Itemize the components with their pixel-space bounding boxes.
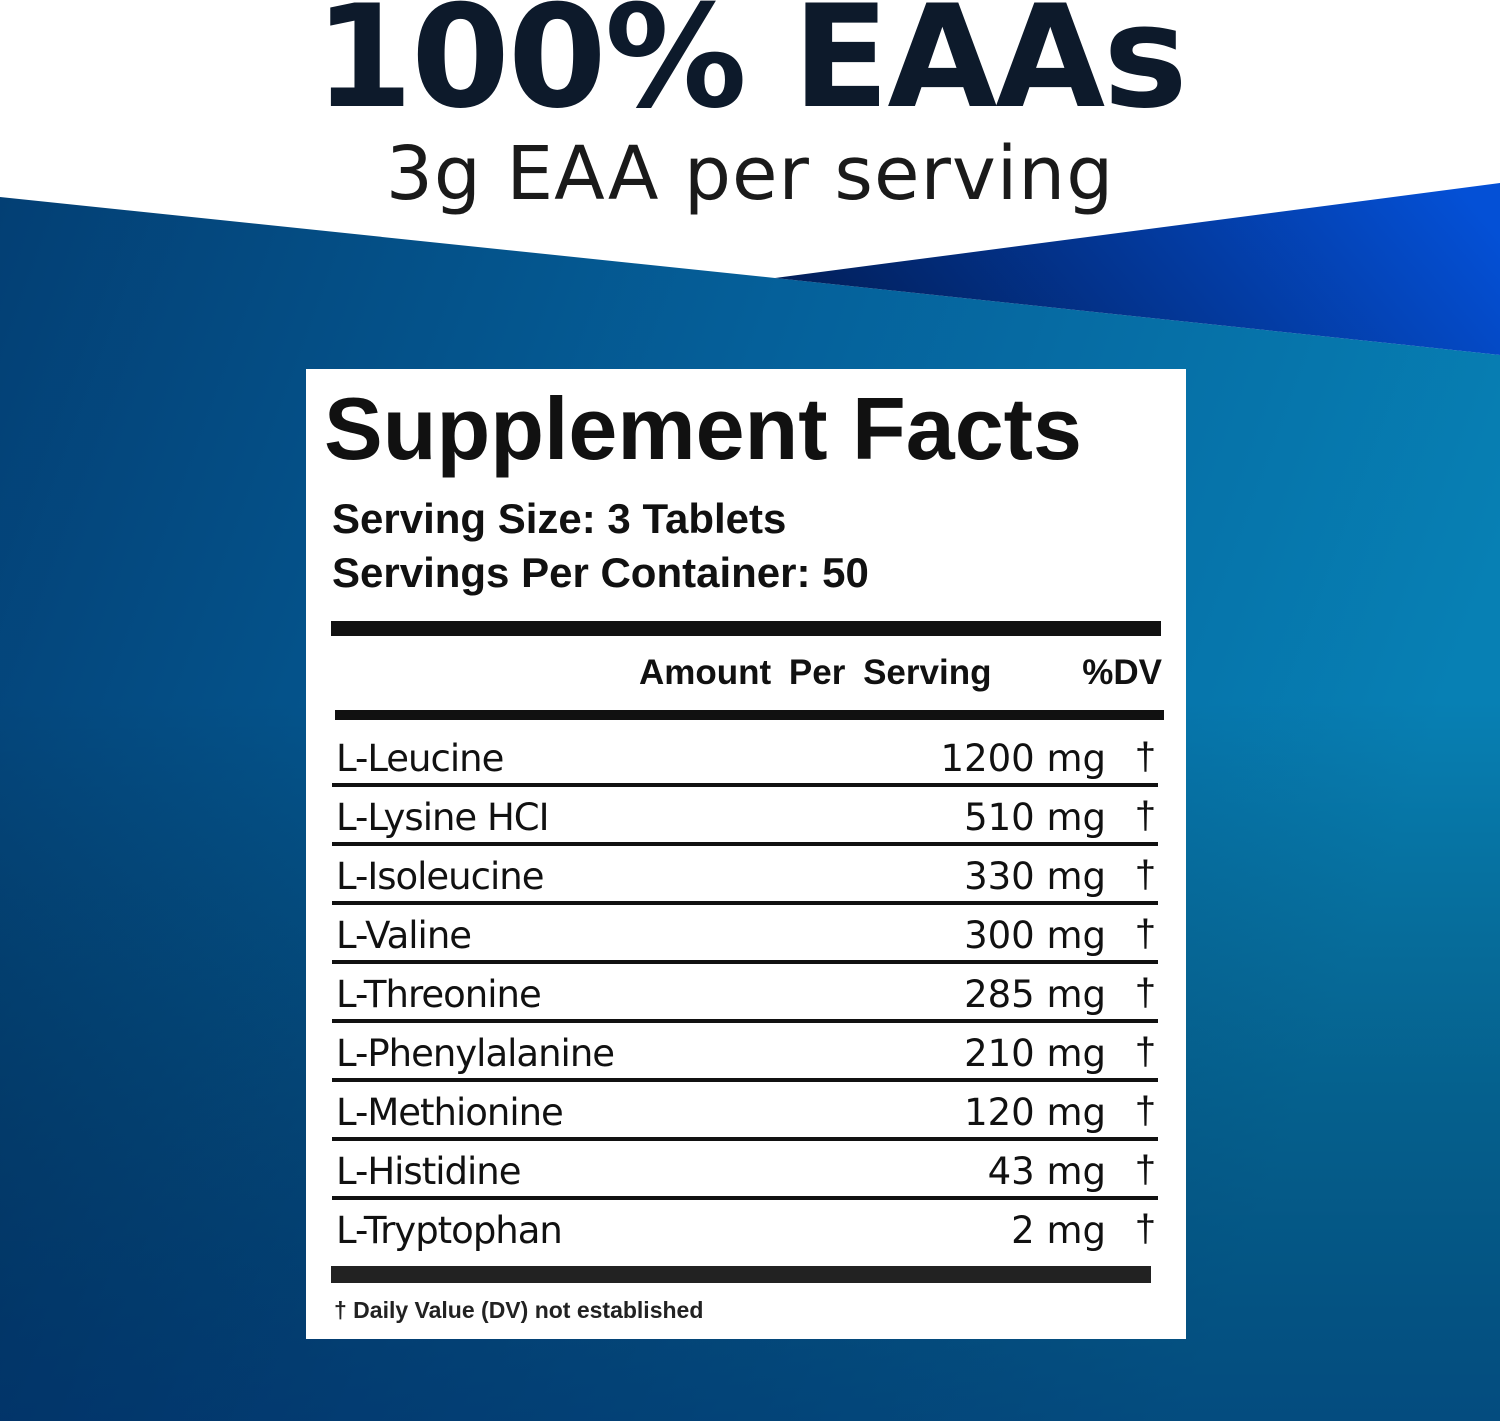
ingredient-name: L-Isoleucine — [336, 855, 544, 898]
ingredient-name: L-Valine — [336, 914, 472, 957]
ingredient-row: L-Methionine 120 mg † — [332, 1082, 1158, 1141]
supplement-facts-panel: Supplement Facts Serving Size: 3 Tablets… — [306, 369, 1186, 1339]
ingredient-name: L-Phenylalanine — [336, 1032, 615, 1075]
serving-size: Serving Size: 3 Tablets — [332, 495, 787, 542]
row-divider — [332, 1196, 1158, 1200]
dagger-dv-mark: † — [1134, 1208, 1156, 1250]
ingredient-amount: 510 mg — [964, 796, 1106, 839]
ingredient-name: L-Leucine — [336, 737, 504, 780]
dagger-dv-mark: † — [1134, 1149, 1156, 1191]
column-header-amount: Amount Per Serving — [639, 653, 992, 692]
ingredient-amount: 120 mg — [964, 1091, 1106, 1134]
ingredient-row: L-Phenylalanine 210 mg † — [332, 1023, 1158, 1082]
ingredient-row: L-Threonine 285 mg † — [332, 964, 1158, 1023]
dagger-dv-mark: † — [1134, 972, 1156, 1014]
dagger-dv-mark: † — [1134, 854, 1156, 896]
dagger-dv-mark: † — [1134, 1090, 1156, 1132]
ingredient-name: L-Tryptophan — [336, 1209, 563, 1252]
royal-blue-wedge — [775, 183, 1500, 355]
ingredient-amount: 300 mg — [964, 914, 1106, 957]
ingredient-row: L-Isoleucine 330 mg † — [332, 846, 1158, 905]
footnote: † Daily Value (DV) not established — [334, 1297, 704, 1323]
ingredient-row: L-Tryptophan 2 mg † — [332, 1200, 1158, 1259]
row-divider — [332, 960, 1158, 964]
row-divider — [332, 1137, 1158, 1141]
ingredient-name: L-Threonine — [336, 973, 542, 1016]
ingredient-amount: 210 mg — [964, 1032, 1106, 1075]
ingredient-amount: 43 mg — [987, 1150, 1106, 1193]
ingredient-row: L-Leucine 1200 mg † — [332, 728, 1158, 787]
subheadline: 3g EAA per serving — [385, 131, 1115, 217]
ingredient-row: L-Valine 300 mg † — [332, 905, 1158, 964]
ingredient-name: L-Histidine — [336, 1150, 521, 1193]
row-divider — [332, 842, 1158, 846]
row-divider — [332, 783, 1158, 787]
divider-bottom — [331, 1266, 1151, 1283]
servings-per-container: Servings Per Container: 50 — [332, 549, 869, 596]
dagger-dv-mark: † — [1134, 913, 1156, 955]
divider-header — [335, 710, 1164, 720]
ingredient-amount: 285 mg — [964, 973, 1106, 1016]
dagger-dv-mark: † — [1134, 736, 1156, 778]
row-divider — [332, 901, 1158, 905]
dagger-dv-mark: † — [1134, 1031, 1156, 1073]
ingredient-name: L-Lysine HCI — [336, 796, 550, 839]
ingredient-amount: 2 mg — [1011, 1209, 1106, 1252]
dagger-dv-mark: † — [1134, 795, 1156, 837]
ingredient-row: L-Lysine HCI 510 mg † — [332, 787, 1158, 846]
column-header-dv: %DV — [1082, 653, 1162, 692]
divider-thick — [331, 621, 1161, 636]
ingredient-amount: 1200 mg — [940, 737, 1106, 780]
headline: 100% EAAs — [314, 0, 1187, 140]
ingredient-name: L-Methionine — [336, 1091, 564, 1134]
row-divider — [332, 1019, 1158, 1023]
ingredient-amount: 330 mg — [964, 855, 1106, 898]
row-divider — [332, 1078, 1158, 1082]
ingredient-row: L-Histidine 43 mg † — [332, 1141, 1158, 1200]
facts-title: Supplement Facts — [324, 379, 1082, 478]
